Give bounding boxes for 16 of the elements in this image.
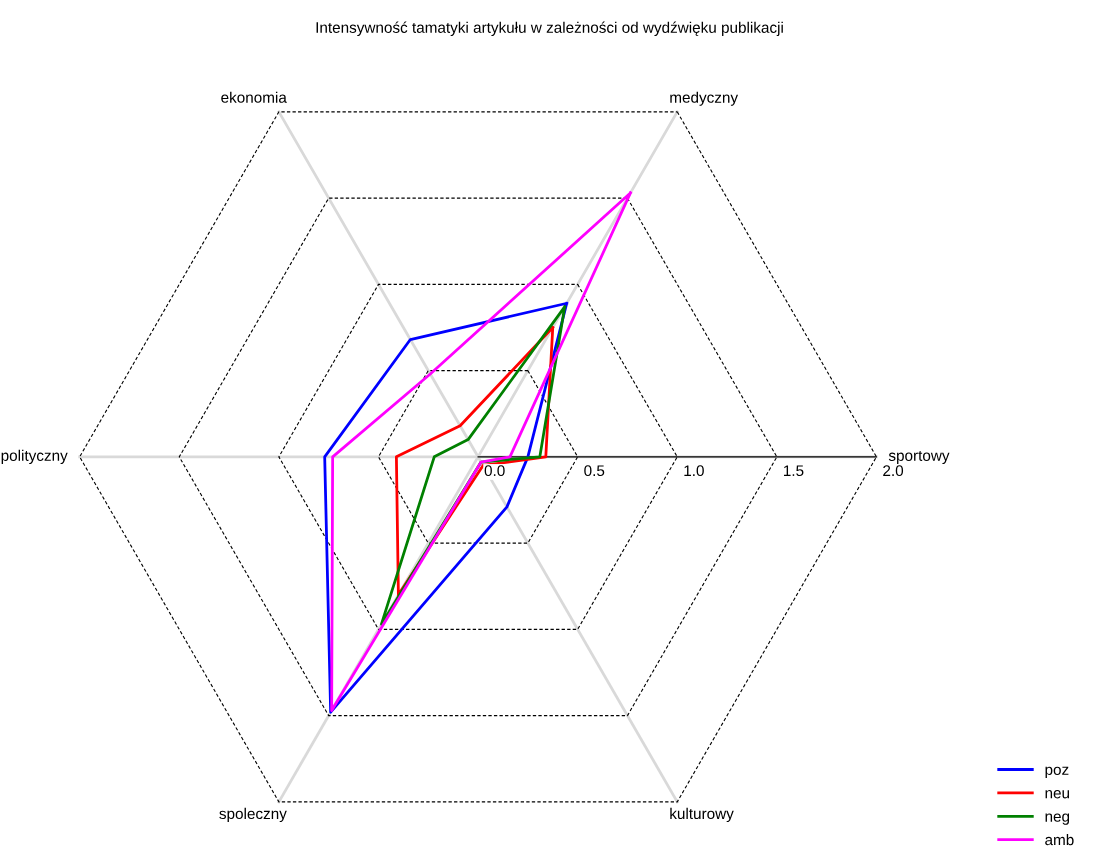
- y-tick-label: 0.5: [584, 465, 605, 477]
- spoke-label: ekonomia: [221, 91, 287, 103]
- legend-label: neu: [1045, 790, 1070, 799]
- spoke-label: spoleczny: [219, 807, 287, 823]
- spoke-label: medyczny: [670, 91, 739, 106]
- legend-label: poz: [1045, 766, 1069, 779]
- legend-label: neg: [1045, 813, 1070, 825]
- spoke-label: sportowy: [888, 450, 950, 464]
- y-tick-label: 1.0: [684, 465, 704, 477]
- legend-label: amb: [1045, 834, 1074, 846]
- spoke-label: polityczny: [1, 449, 68, 464]
- y-tick-label: 1.5: [784, 465, 804, 477]
- y-tick-label: 0.0: [484, 465, 505, 477]
- chart-title: Intensywność tamatyki artykułu w zależności od wydźwięku publikacji: [316, 21, 783, 36]
- y-tick-label: 2.0: [883, 465, 904, 477]
- spoke-label: kulturowy: [670, 807, 734, 823]
